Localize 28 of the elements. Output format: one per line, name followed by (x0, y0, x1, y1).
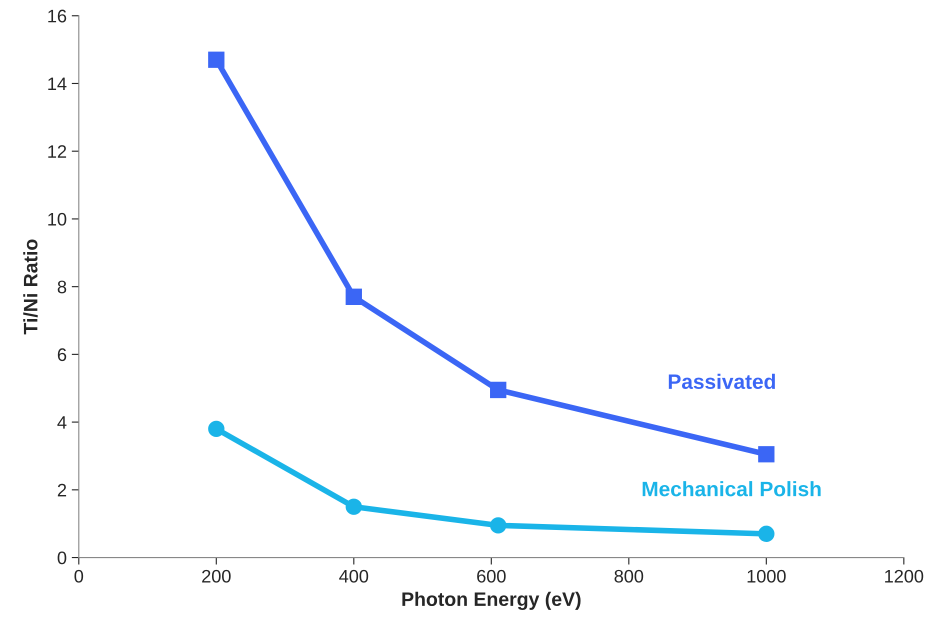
x-tick-label: 200 (202, 570, 231, 583)
y-tick-label: 12 (48, 145, 66, 158)
point (758, 446, 774, 462)
series-label: Mechanical Polish (642, 481, 821, 496)
point (490, 517, 506, 534)
point (208, 52, 224, 68)
y-axis-title: Ti/Ni Ratio (23, 240, 38, 334)
x-axis-title: Photon Energy (eV) (402, 592, 581, 610)
point (490, 382, 506, 398)
point (208, 420, 224, 438)
y-tick-label: 10 (48, 212, 66, 226)
x-tick-label: 0 (74, 570, 84, 583)
y-tick-label: 2 (58, 484, 66, 496)
point (346, 288, 362, 305)
x-tick-label: 400 (339, 570, 368, 583)
x-tick-label: 600 (477, 570, 506, 583)
y-tick-label: 16 (48, 10, 66, 22)
point (346, 498, 362, 515)
x-tick-label: 1200 (885, 570, 924, 583)
x-tick-label: 800 (614, 570, 644, 583)
y-tick-label: 6 (58, 348, 66, 362)
y-tick-label: 14 (48, 78, 66, 90)
point (758, 526, 774, 542)
y-tick-label: 8 (58, 280, 66, 294)
y-tick-label: 4 (57, 416, 66, 429)
x-tick-label: 1000 (748, 570, 786, 583)
y-tick-label: 0 (58, 551, 66, 564)
series-label: Passivated (668, 374, 775, 390)
